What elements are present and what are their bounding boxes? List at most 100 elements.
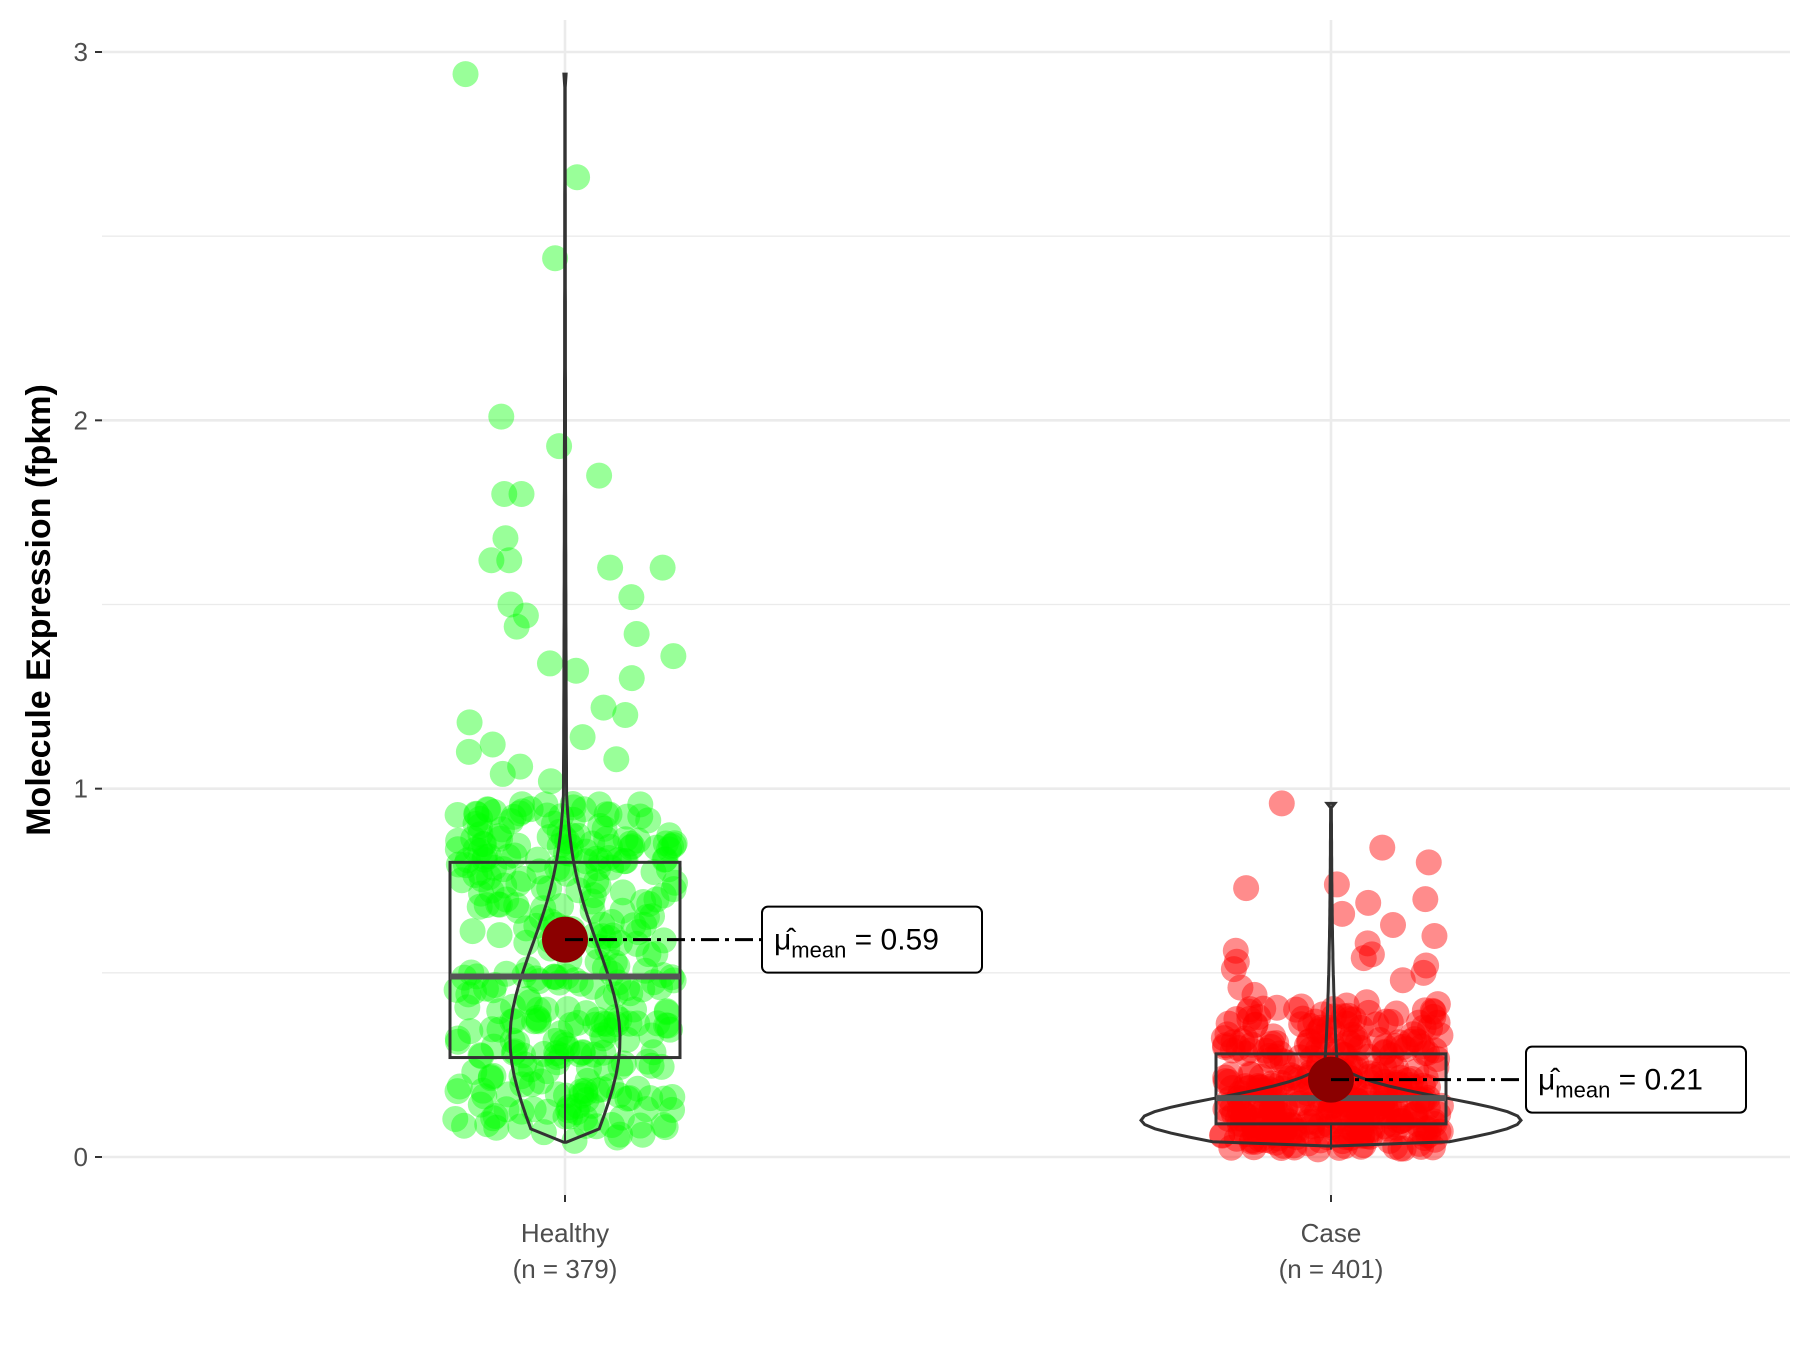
boxplots xyxy=(448,860,1448,1150)
grid-lines xyxy=(102,20,1790,1195)
data-point xyxy=(467,821,494,848)
data-point xyxy=(507,753,534,780)
data-point xyxy=(470,831,497,858)
data-point xyxy=(1262,1043,1289,1070)
data-point xyxy=(578,1092,605,1119)
data-point xyxy=(652,1114,679,1141)
data-point xyxy=(572,1104,599,1131)
data-point xyxy=(635,807,662,834)
data-point xyxy=(1333,992,1360,1019)
data-point xyxy=(1424,1009,1451,1036)
data-point xyxy=(493,886,520,913)
y-tick-label: 1 xyxy=(74,774,88,804)
data-point xyxy=(1401,1101,1428,1128)
data-point xyxy=(1215,1105,1242,1132)
data-point xyxy=(1258,1114,1285,1141)
data-point xyxy=(573,1000,600,1027)
data-point xyxy=(1220,1029,1247,1056)
data-point xyxy=(604,953,631,980)
data-point xyxy=(479,731,506,758)
data-point xyxy=(1400,1021,1427,1048)
data-point xyxy=(1219,1096,1246,1123)
data-point xyxy=(1355,889,1382,916)
data-point xyxy=(1350,1098,1377,1125)
y-tick-label: 0 xyxy=(74,1142,88,1172)
data-point xyxy=(652,830,679,857)
data-point xyxy=(1283,996,1310,1023)
data-point xyxy=(496,547,523,574)
data-point xyxy=(1262,1088,1289,1115)
data-point xyxy=(618,584,645,611)
data-point xyxy=(1414,1094,1441,1121)
data-point xyxy=(1309,1001,1336,1028)
data-point xyxy=(467,1042,494,1069)
data-point xyxy=(463,800,490,827)
data-point xyxy=(478,877,505,904)
data-point xyxy=(627,803,654,830)
data-point xyxy=(1412,886,1439,913)
data-point xyxy=(651,846,678,873)
data-point xyxy=(1271,1095,1298,1122)
data-point xyxy=(498,808,525,835)
data-point xyxy=(552,1032,579,1059)
data-point xyxy=(583,868,610,895)
data-point xyxy=(1210,1025,1237,1052)
data-point xyxy=(603,746,630,773)
data-point xyxy=(614,803,641,830)
data-point xyxy=(467,1091,494,1118)
data-point xyxy=(499,1027,526,1054)
data-point xyxy=(1230,1101,1257,1128)
data-point xyxy=(569,1039,596,1066)
data-point xyxy=(452,852,479,879)
data-point xyxy=(1382,1133,1409,1160)
data-point xyxy=(647,974,674,1001)
data-point xyxy=(642,941,669,968)
data-point xyxy=(1214,1021,1241,1048)
data-point xyxy=(1241,1107,1268,1134)
data-point xyxy=(467,805,494,832)
data-point xyxy=(1217,1061,1244,1088)
data-point xyxy=(584,948,611,975)
data-point xyxy=(1259,1095,1286,1122)
data-point xyxy=(1371,1068,1398,1095)
data-point xyxy=(633,1096,660,1123)
data-point xyxy=(471,1083,498,1110)
data-point xyxy=(1245,1072,1272,1099)
data-point xyxy=(1298,1119,1325,1146)
data-point xyxy=(1295,1108,1322,1135)
data-point xyxy=(480,1062,507,1089)
data-point xyxy=(1258,1070,1285,1097)
data-point xyxy=(1246,1074,1273,1101)
data-point xyxy=(1421,1108,1448,1135)
data-point xyxy=(1236,1074,1263,1101)
data-point xyxy=(634,1048,661,1075)
y-tick-label: 2 xyxy=(74,405,88,435)
data-point xyxy=(607,1121,634,1148)
data-point xyxy=(534,1098,561,1125)
data-point xyxy=(537,768,564,795)
data-point xyxy=(1427,1022,1454,1049)
data-point xyxy=(637,1085,664,1112)
data-point xyxy=(1336,1030,1363,1057)
data-point xyxy=(479,1016,506,1043)
data-point xyxy=(585,872,612,899)
data-point xyxy=(614,975,641,1002)
data-point xyxy=(480,1105,507,1132)
data-point xyxy=(1417,1014,1444,1041)
data-point xyxy=(1349,1113,1376,1140)
data-point xyxy=(1387,1135,1414,1162)
data-point xyxy=(445,851,472,878)
data-point xyxy=(457,1018,484,1045)
data-point xyxy=(1215,1068,1242,1095)
data-point xyxy=(1383,1114,1410,1141)
data-point xyxy=(1342,1024,1369,1051)
data-point xyxy=(596,801,623,828)
data-point xyxy=(1245,1004,1272,1031)
data-point xyxy=(1254,1119,1281,1146)
data-point xyxy=(566,1041,593,1068)
data-point xyxy=(582,1011,609,1038)
data-point xyxy=(593,1011,620,1038)
y-tick-label: 3 xyxy=(74,37,88,67)
data-point xyxy=(451,1112,478,1139)
data-point xyxy=(1366,1026,1393,1053)
